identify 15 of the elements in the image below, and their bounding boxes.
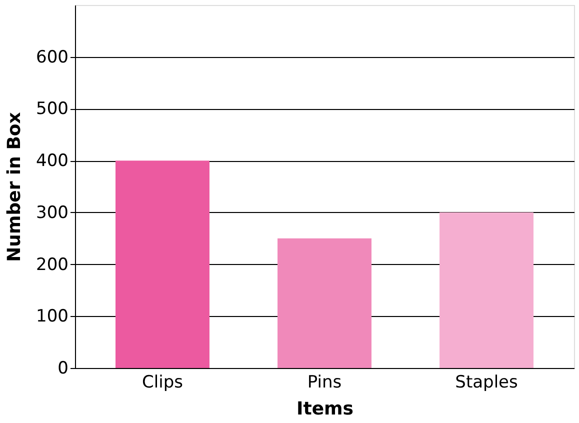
- y-tick-label: 300: [36, 202, 68, 223]
- y-tick-label: 500: [36, 99, 68, 120]
- x-axis-title: Items: [296, 398, 354, 420]
- bar: [440, 212, 534, 368]
- y-tick-label: 400: [36, 151, 68, 172]
- y-axis-title: Number in Box: [4, 112, 26, 262]
- bar: [278, 238, 372, 368]
- y-tick-label: 0: [58, 358, 68, 378]
- x-tick-label: Staples: [455, 372, 518, 392]
- y-tick-label: 200: [36, 254, 68, 275]
- y-tick-label: 600: [36, 47, 68, 68]
- y-tick-label: 100: [36, 306, 68, 327]
- x-tick-label: Clips: [142, 372, 184, 392]
- x-tick-label: Pins: [307, 372, 342, 392]
- bar: [116, 160, 210, 368]
